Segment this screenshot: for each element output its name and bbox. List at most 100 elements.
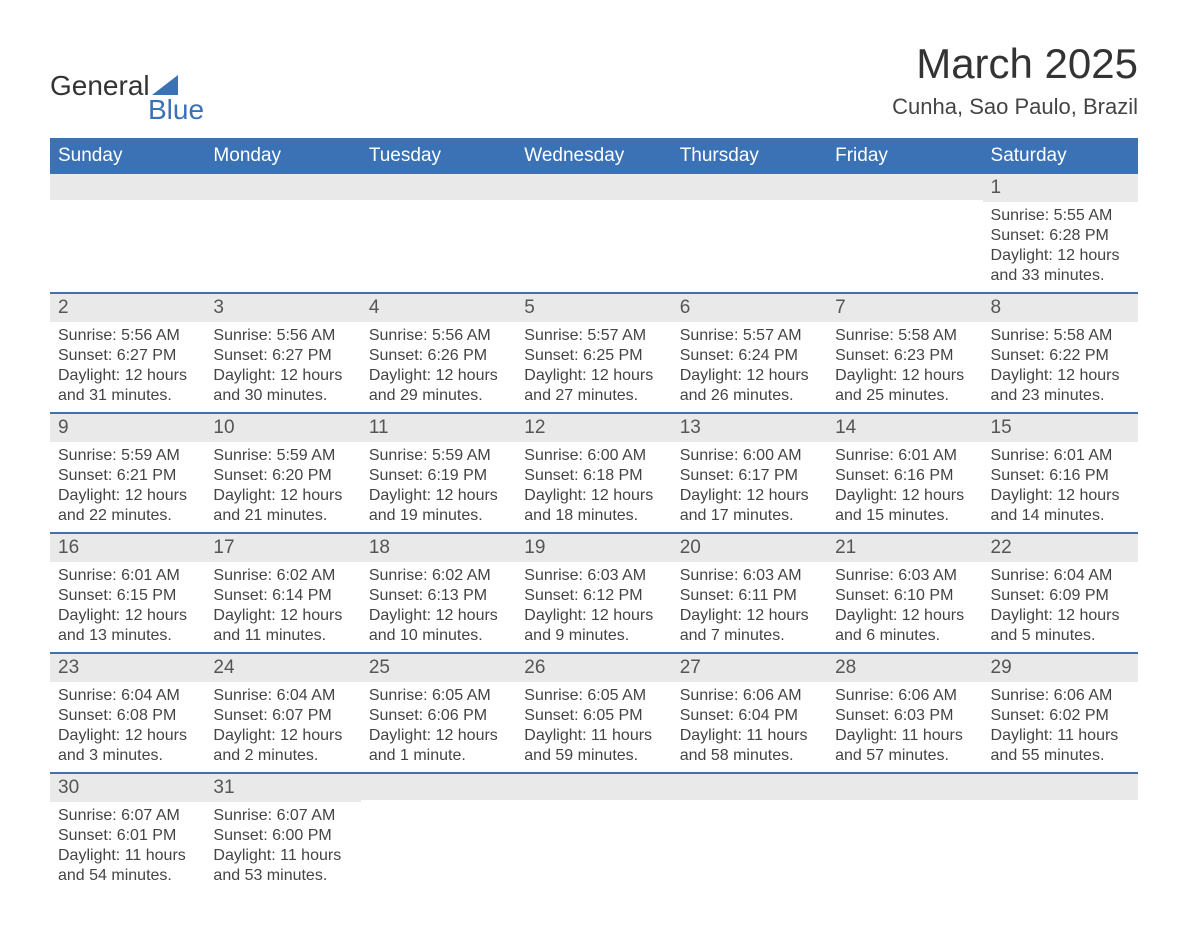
day-cell: 26Sunrise: 6:05 AMSunset: 6:05 PMDayligh… bbox=[516, 653, 671, 773]
day-number: 4 bbox=[361, 294, 516, 322]
day-cell: 23Sunrise: 6:04 AMSunset: 6:08 PMDayligh… bbox=[50, 653, 205, 773]
sunset-text: Sunset: 6:04 PM bbox=[680, 706, 819, 726]
page-subtitle: Cunha, Sao Paulo, Brazil bbox=[892, 94, 1138, 120]
day-cell: 14Sunrise: 6:01 AMSunset: 6:16 PMDayligh… bbox=[827, 413, 982, 533]
day-cell: 13Sunrise: 6:00 AMSunset: 6:17 PMDayligh… bbox=[672, 413, 827, 533]
sunrise-text: Sunrise: 6:01 AM bbox=[835, 446, 974, 466]
sunset-text: Sunset: 6:09 PM bbox=[991, 586, 1130, 606]
daylight-text: Daylight: 12 hours and 21 minutes. bbox=[213, 486, 352, 526]
day-number: 26 bbox=[516, 654, 671, 682]
day-cell bbox=[205, 174, 360, 293]
week-row: 1Sunrise: 5:55 AMSunset: 6:28 PMDaylight… bbox=[50, 174, 1138, 293]
sunrise-text: Sunrise: 6:00 AM bbox=[524, 446, 663, 466]
day-cell: 10Sunrise: 5:59 AMSunset: 6:20 PMDayligh… bbox=[205, 413, 360, 533]
day-details: Sunrise: 5:55 AMSunset: 6:28 PMDaylight:… bbox=[983, 202, 1138, 292]
sunrise-text: Sunrise: 6:03 AM bbox=[524, 566, 663, 586]
calendar-body: 1Sunrise: 5:55 AMSunset: 6:28 PMDaylight… bbox=[50, 174, 1138, 892]
sunrise-text: Sunrise: 5:59 AM bbox=[213, 446, 352, 466]
logo-text-general: General bbox=[50, 70, 150, 102]
day-number: 5 bbox=[516, 294, 671, 322]
day-number: 23 bbox=[50, 654, 205, 682]
day-details: Sunrise: 5:59 AMSunset: 6:20 PMDaylight:… bbox=[205, 442, 360, 532]
day-details bbox=[672, 200, 827, 280]
day-cell: 20Sunrise: 6:03 AMSunset: 6:11 PMDayligh… bbox=[672, 533, 827, 653]
day-details: Sunrise: 6:02 AMSunset: 6:13 PMDaylight:… bbox=[361, 562, 516, 652]
sunset-text: Sunset: 6:25 PM bbox=[524, 346, 663, 366]
day-cell: 25Sunrise: 6:05 AMSunset: 6:06 PMDayligh… bbox=[361, 653, 516, 773]
day-cell bbox=[672, 174, 827, 293]
day-details: Sunrise: 6:05 AMSunset: 6:05 PMDaylight:… bbox=[516, 682, 671, 772]
day-number: 12 bbox=[516, 414, 671, 442]
daylight-text: Daylight: 11 hours and 59 minutes. bbox=[524, 726, 663, 766]
sunset-text: Sunset: 6:14 PM bbox=[213, 586, 352, 606]
day-number: 1 bbox=[983, 174, 1138, 202]
sunrise-text: Sunrise: 5:58 AM bbox=[991, 326, 1130, 346]
sunset-text: Sunset: 6:03 PM bbox=[835, 706, 974, 726]
daylight-text: Daylight: 12 hours and 9 minutes. bbox=[524, 606, 663, 646]
sunset-text: Sunset: 6:27 PM bbox=[213, 346, 352, 366]
day-cell: 7Sunrise: 5:58 AMSunset: 6:23 PMDaylight… bbox=[827, 293, 982, 413]
day-cell: 1Sunrise: 5:55 AMSunset: 6:28 PMDaylight… bbox=[983, 174, 1138, 293]
daylight-text: Daylight: 12 hours and 1 minute. bbox=[369, 726, 508, 766]
sunset-text: Sunset: 6:07 PM bbox=[213, 706, 352, 726]
day-number: 31 bbox=[205, 774, 360, 802]
day-details: Sunrise: 5:56 AMSunset: 6:26 PMDaylight:… bbox=[361, 322, 516, 412]
day-number bbox=[827, 174, 982, 200]
sunset-text: Sunset: 6:27 PM bbox=[58, 346, 197, 366]
day-cell: 5Sunrise: 5:57 AMSunset: 6:25 PMDaylight… bbox=[516, 293, 671, 413]
daylight-text: Daylight: 11 hours and 55 minutes. bbox=[991, 726, 1130, 766]
day-header-friday: Friday bbox=[827, 138, 982, 174]
day-number: 19 bbox=[516, 534, 671, 562]
sunset-text: Sunset: 6:23 PM bbox=[835, 346, 974, 366]
day-number: 2 bbox=[50, 294, 205, 322]
day-number: 13 bbox=[672, 414, 827, 442]
daylight-text: Daylight: 11 hours and 53 minutes. bbox=[213, 846, 352, 886]
daylight-text: Daylight: 11 hours and 58 minutes. bbox=[680, 726, 819, 766]
day-cell: 21Sunrise: 6:03 AMSunset: 6:10 PMDayligh… bbox=[827, 533, 982, 653]
daylight-text: Daylight: 12 hours and 7 minutes. bbox=[680, 606, 819, 646]
day-cell: 29Sunrise: 6:06 AMSunset: 6:02 PMDayligh… bbox=[983, 653, 1138, 773]
sunset-text: Sunset: 6:20 PM bbox=[213, 466, 352, 486]
sunrise-text: Sunrise: 6:06 AM bbox=[991, 686, 1130, 706]
day-number bbox=[50, 174, 205, 200]
day-header-sunday: Sunday bbox=[50, 138, 205, 174]
sunrise-text: Sunrise: 6:01 AM bbox=[58, 566, 197, 586]
day-cell: 30Sunrise: 6:07 AMSunset: 6:01 PMDayligh… bbox=[50, 773, 205, 892]
daylight-text: Daylight: 12 hours and 19 minutes. bbox=[369, 486, 508, 526]
day-details: Sunrise: 6:01 AMSunset: 6:16 PMDaylight:… bbox=[827, 442, 982, 532]
sunset-text: Sunset: 6:02 PM bbox=[991, 706, 1130, 726]
day-details bbox=[827, 800, 982, 880]
sunrise-text: Sunrise: 6:03 AM bbox=[835, 566, 974, 586]
day-details bbox=[50, 200, 205, 280]
day-cell: 15Sunrise: 6:01 AMSunset: 6:16 PMDayligh… bbox=[983, 413, 1138, 533]
logo: General Blue bbox=[50, 70, 204, 126]
day-number bbox=[672, 774, 827, 800]
day-cell bbox=[516, 174, 671, 293]
daylight-text: Daylight: 12 hours and 17 minutes. bbox=[680, 486, 819, 526]
sunrise-text: Sunrise: 6:01 AM bbox=[991, 446, 1130, 466]
day-details: Sunrise: 6:03 AMSunset: 6:11 PMDaylight:… bbox=[672, 562, 827, 652]
day-details: Sunrise: 5:58 AMSunset: 6:23 PMDaylight:… bbox=[827, 322, 982, 412]
day-details bbox=[516, 800, 671, 880]
sunset-text: Sunset: 6:22 PM bbox=[991, 346, 1130, 366]
day-cell: 19Sunrise: 6:03 AMSunset: 6:12 PMDayligh… bbox=[516, 533, 671, 653]
sunset-text: Sunset: 6:16 PM bbox=[835, 466, 974, 486]
daylight-text: Daylight: 12 hours and 3 minutes. bbox=[58, 726, 197, 766]
day-cell: 31Sunrise: 6:07 AMSunset: 6:00 PMDayligh… bbox=[205, 773, 360, 892]
day-number: 30 bbox=[50, 774, 205, 802]
daylight-text: Daylight: 12 hours and 26 minutes. bbox=[680, 366, 819, 406]
day-cell: 27Sunrise: 6:06 AMSunset: 6:04 PMDayligh… bbox=[672, 653, 827, 773]
sunset-text: Sunset: 6:15 PM bbox=[58, 586, 197, 606]
day-cell bbox=[827, 773, 982, 892]
day-number bbox=[361, 774, 516, 800]
day-number: 3 bbox=[205, 294, 360, 322]
day-details: Sunrise: 6:04 AMSunset: 6:09 PMDaylight:… bbox=[983, 562, 1138, 652]
sunrise-text: Sunrise: 5:56 AM bbox=[213, 326, 352, 346]
sunrise-text: Sunrise: 6:07 AM bbox=[58, 806, 197, 826]
daylight-text: Daylight: 11 hours and 57 minutes. bbox=[835, 726, 974, 766]
day-header-tuesday: Tuesday bbox=[361, 138, 516, 174]
day-details: Sunrise: 6:00 AMSunset: 6:17 PMDaylight:… bbox=[672, 442, 827, 532]
day-header-monday: Monday bbox=[205, 138, 360, 174]
day-details: Sunrise: 6:07 AMSunset: 6:00 PMDaylight:… bbox=[205, 802, 360, 892]
day-number: 10 bbox=[205, 414, 360, 442]
